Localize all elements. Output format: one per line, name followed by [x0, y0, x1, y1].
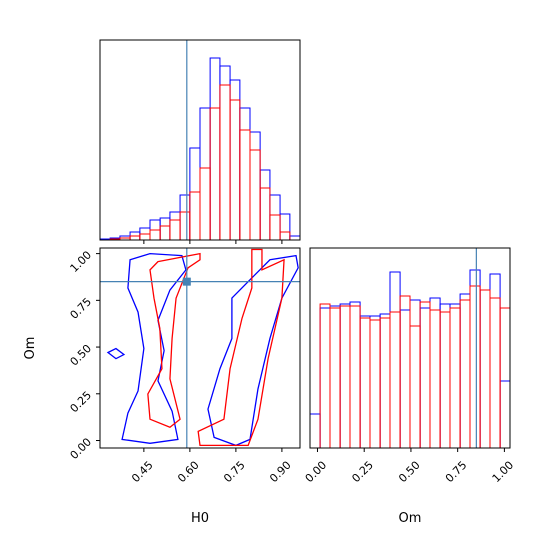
histogram-bin [289, 235, 301, 240]
histogram-bin [459, 299, 471, 448]
y-tick-label: 0.00 [68, 435, 95, 462]
histogram-bin [169, 211, 181, 240]
histogram-bin [269, 214, 281, 240]
axes-frame [99, 39, 301, 241]
histogram-bin [329, 307, 341, 448]
histogram-bin [319, 303, 331, 448]
histogram-bin [449, 307, 461, 448]
histogram-bin [249, 131, 261, 240]
histogram-bin [199, 167, 211, 240]
x-tick-label: 0.45 [129, 459, 156, 486]
histogram-bin [389, 271, 401, 448]
histogram-bin [349, 305, 361, 448]
histogram-bin [249, 149, 261, 240]
histogram-bin [369, 319, 381, 448]
y-axis-label: Om [23, 337, 38, 360]
histogram-bin [399, 309, 411, 448]
histogram-bin [399, 295, 411, 448]
histogram-bin [419, 307, 431, 448]
y-tick-label: 0.50 [68, 342, 95, 369]
histogram-bin [379, 317, 391, 448]
histogram-bin [489, 273, 501, 448]
axes-frame [309, 247, 511, 449]
axes-frame [99, 247, 301, 449]
histogram-bin [199, 107, 211, 240]
histogram-bin [229, 99, 241, 240]
histogram-bin [269, 194, 281, 240]
histogram-bin [209, 57, 221, 240]
histogram-bin [129, 235, 141, 240]
histogram-bin [219, 65, 231, 240]
histogram-bin [489, 297, 501, 448]
x-axis-label: Om [399, 511, 422, 526]
histogram-bin [379, 313, 391, 448]
histogram-bin [429, 297, 441, 448]
histogram-bin [419, 301, 431, 448]
histogram-bin [159, 225, 171, 240]
histogram-bin [279, 231, 291, 240]
histogram-bin [349, 301, 361, 448]
x-tick-label: 0.75 [221, 459, 248, 486]
contour [147, 252, 201, 428]
histogram-bin [209, 107, 221, 240]
histogram-bin [259, 169, 271, 240]
histogram-bin [229, 79, 241, 240]
histogram-bin [309, 413, 321, 448]
histogram-bin [389, 311, 401, 448]
y-tick-label: 0.75 [68, 295, 95, 322]
histogram-bin [239, 129, 251, 240]
x-axis-label: H0 [191, 511, 209, 526]
histogram-bin [409, 299, 421, 448]
histogram-bin [439, 311, 451, 448]
histogram-bin [179, 211, 191, 240]
histogram-bin [499, 307, 511, 448]
x-tick-label: 0.60 [175, 459, 202, 486]
histogram-bin [219, 84, 231, 240]
contour [207, 254, 299, 447]
histogram-bin [459, 293, 471, 448]
histogram-bin [439, 303, 451, 448]
histogram-bin [359, 317, 371, 448]
histogram-bin [339, 305, 351, 448]
y-tick-label: 0.25 [68, 389, 95, 416]
histogram-bin [359, 315, 371, 448]
histogram-bin [339, 303, 351, 448]
histogram-bin [159, 217, 171, 240]
histogram-bin [169, 219, 181, 240]
histogram-bin [449, 303, 461, 448]
contour [106, 347, 126, 360]
histogram-bin [499, 380, 511, 448]
histogram-bin [279, 213, 291, 240]
histogram-bin [239, 107, 251, 240]
histogram-bin [259, 187, 271, 240]
x-tick-label: 0.75 [443, 459, 470, 486]
x-tick-label: 0.90 [267, 459, 294, 486]
histogram-bin [189, 191, 201, 240]
histogram-bin [469, 269, 481, 448]
y-tick-label: 1.00 [68, 249, 95, 276]
histogram-bin [189, 147, 201, 240]
contour [197, 248, 285, 447]
x-tick-label: 0.50 [396, 459, 423, 486]
histogram-bin [469, 285, 481, 448]
histogram-bin [479, 289, 491, 448]
histogram-bin [369, 315, 381, 448]
x-tick-label: 0.00 [303, 459, 330, 486]
histogram-bin [179, 194, 191, 240]
truth-marker [182, 277, 191, 286]
x-tick-label: 1.00 [490, 459, 517, 486]
histogram-bin [479, 289, 491, 448]
histogram-bin [139, 233, 151, 240]
contour [121, 252, 187, 444]
x-tick-label: 0.25 [349, 459, 376, 486]
histogram-bin [429, 309, 441, 448]
histogram-bin [319, 307, 331, 448]
histogram-bin [409, 325, 421, 448]
histogram-bin [149, 229, 161, 240]
histogram-bin [329, 305, 341, 448]
